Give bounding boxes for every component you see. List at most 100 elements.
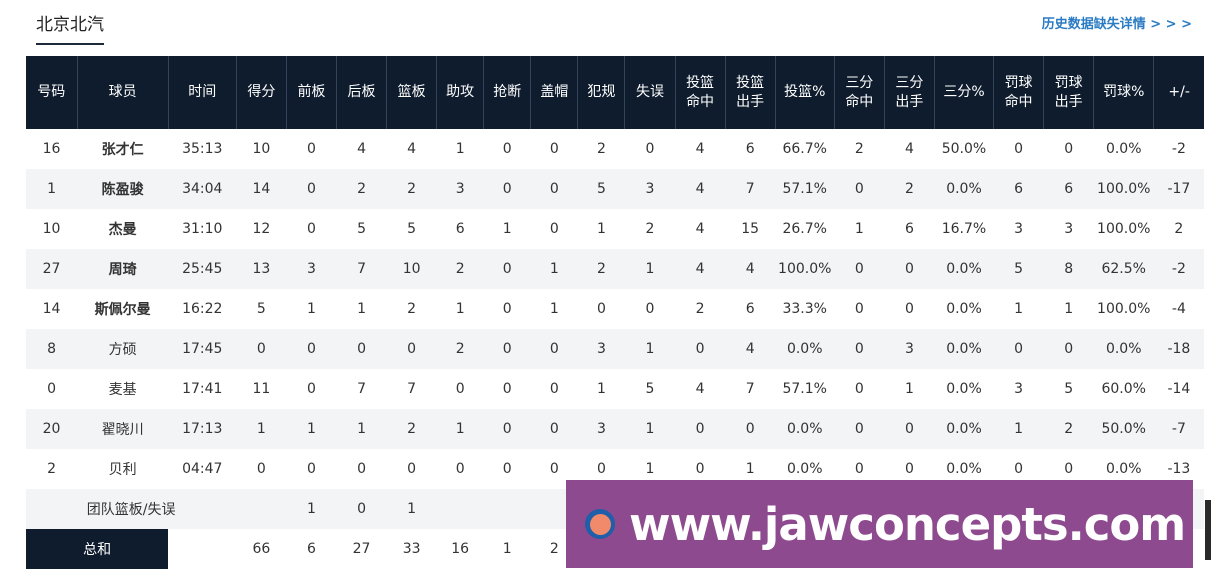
player-name[interactable]: 贝利 [108, 462, 137, 478]
column-header: 篮板 [386, 56, 438, 129]
scrollbar[interactable] [1205, 500, 1211, 560]
table-cell: 1 [596, 221, 606, 237]
table-cell: 0 [306, 461, 316, 477]
table-cell: 31:10 [182, 221, 223, 237]
column-header: 前板 [286, 56, 337, 129]
table-cell: 0 [530, 329, 578, 369]
table-cell: 0 [1014, 461, 1024, 477]
player-name[interactable]: 麦基 [108, 382, 137, 398]
table-cell [236, 489, 287, 529]
table-cell: 15 [741, 221, 760, 237]
table-cell: 0 [407, 461, 417, 477]
table-cell: 11 [252, 381, 271, 397]
table-cell: 0 [236, 329, 287, 369]
column-header: 犯规 [577, 56, 626, 129]
player-name[interactable]: 斯佩尔曼 [94, 302, 151, 318]
column-header: +/- [1153, 56, 1204, 129]
table-cell: 16 [42, 141, 61, 157]
table-cell: 0 [256, 461, 266, 477]
table-row: 16 张才仁 35:13 10 0 4 4 1 0 0 2 0 4 6 66.7% 2 4 50.0% 0 0 0.0%… [26, 129, 1204, 169]
table-cell: -13 [1167, 461, 1191, 477]
column-header: 三分 出手 [884, 56, 935, 129]
table-cell: 0.0% [946, 461, 982, 477]
table-cell: 50.0% [1093, 409, 1154, 449]
table-cell: 0 [834, 169, 885, 209]
table-cell: 5 [256, 301, 266, 317]
column-header: 罚球% [1093, 56, 1155, 129]
table-cell: 7 [357, 381, 366, 397]
player-name[interactable]: 张才仁 [101, 142, 144, 158]
team-tab[interactable]: 北京北汽 [36, 10, 104, 45]
table-cell: -17 [1153, 169, 1204, 209]
table-cell: 4 [407, 141, 417, 157]
column-header: 三分% [934, 56, 995, 129]
column-header: 后板 [336, 56, 388, 129]
table-cell: 0 [483, 329, 531, 369]
table-cell: 0.0% [1105, 141, 1142, 157]
table-row: 20 翟晓川 17:13 1 1 1 2 1 0 0 3 1 0 0 0.0% 0 0 0.0% 1 2 50.0% -7 [26, 409, 1204, 449]
player-name[interactable]: 杰曼 [108, 222, 137, 238]
table-cell: 8 [26, 329, 78, 369]
table-cell: 1 [336, 409, 387, 449]
table-cell: 0 [286, 169, 337, 209]
player-name[interactable]: 陈盈骏 [77, 169, 169, 209]
table-cell: 1 [1064, 301, 1074, 317]
table-cell: 7 [725, 169, 776, 209]
table-cell: 50.0% [941, 141, 987, 157]
table-cell: 66.7% [782, 141, 827, 157]
table-cell: 57.1% [782, 381, 827, 397]
table-cell [168, 529, 236, 569]
table-cell: 1 [854, 221, 864, 237]
table-cell: 0 [904, 301, 914, 317]
table-cell: 0 [695, 461, 705, 477]
table-cell: 0 [1064, 461, 1074, 477]
table-cell: 2 [1174, 221, 1184, 237]
history-missing-link[interactable]: 历史数据缺失详情 > > > [1041, 17, 1192, 32]
table-cell: 0 [455, 381, 465, 397]
watermark-text: www.jawconcepts.com [629, 497, 1186, 551]
table-row: 1 陈盈骏 34:04 14 0 2 2 3 0 0 5 3 4 7 57.1% 0 2 0.0% 6 6 100.0%… [26, 169, 1204, 209]
column-header: 罚球 命中 [993, 56, 1045, 129]
table-cell: 0 [47, 381, 56, 397]
table-cell: 7 [745, 381, 755, 397]
table-cell: 2 [596, 141, 606, 157]
table-cell: 34:04 [168, 169, 237, 209]
player-name[interactable]: 周琦 [77, 249, 169, 289]
watermark-logo-icon [585, 509, 615, 539]
table-cell: 1 [745, 461, 755, 477]
table-cell: 2 [336, 169, 387, 209]
table-cell: 3 [577, 329, 625, 369]
table-cell: 1 [455, 301, 465, 317]
player-name[interactable]: 方硕 [77, 329, 169, 369]
table-cell: 4 [357, 141, 366, 157]
table-cell: 66 [252, 541, 271, 557]
column-header: 投篮 出手 [725, 56, 776, 129]
table-cell: 17:13 [168, 409, 237, 449]
table-cell: 6 [904, 221, 914, 237]
table-cell: 1 [455, 141, 465, 157]
table-cell: 0 [854, 301, 864, 317]
player-stats-table: 号码 球员 时间 得分 前板 后板 篮板 助攻 抢断 盖帽 犯规 失误 投篮 命中 投篮 出手 投篮% 三分 命中三… [26, 56, 1204, 569]
table-cell: 0.0% [934, 409, 994, 449]
column-header: 投篮% [775, 56, 835, 129]
table-cell: 0 [306, 381, 316, 397]
table-cell: 5 [357, 221, 366, 237]
table-cell: 7 [336, 249, 387, 289]
table-cell: 1 [26, 169, 78, 209]
table-cell: 10 [42, 221, 61, 237]
column-header: 罚球 出手 [1043, 56, 1095, 129]
column-header: 盖帽 [530, 56, 579, 129]
column-header: 失误 [624, 56, 676, 129]
table-cell: 5 [577, 169, 625, 209]
table-row: 2 贝利 04:47 0 0 0 0 0 0 0 0 1 0 1 0.0% 0 0 0.0% 0 0 0.0% -13 [26, 449, 1204, 489]
table-cell: 6 [993, 169, 1044, 209]
table-cell: 2 [645, 221, 655, 237]
table-cell: 2 [386, 409, 437, 449]
table-cell: 26.7% [782, 221, 827, 237]
table-cell: 7 [407, 381, 417, 397]
player-name[interactable]: 翟晓川 [77, 409, 169, 449]
table-cell: 0 [286, 329, 337, 369]
table-cell: 3 [1064, 221, 1074, 237]
table-cell: 0 [306, 141, 316, 157]
table-cell: 0.0% [934, 169, 994, 209]
